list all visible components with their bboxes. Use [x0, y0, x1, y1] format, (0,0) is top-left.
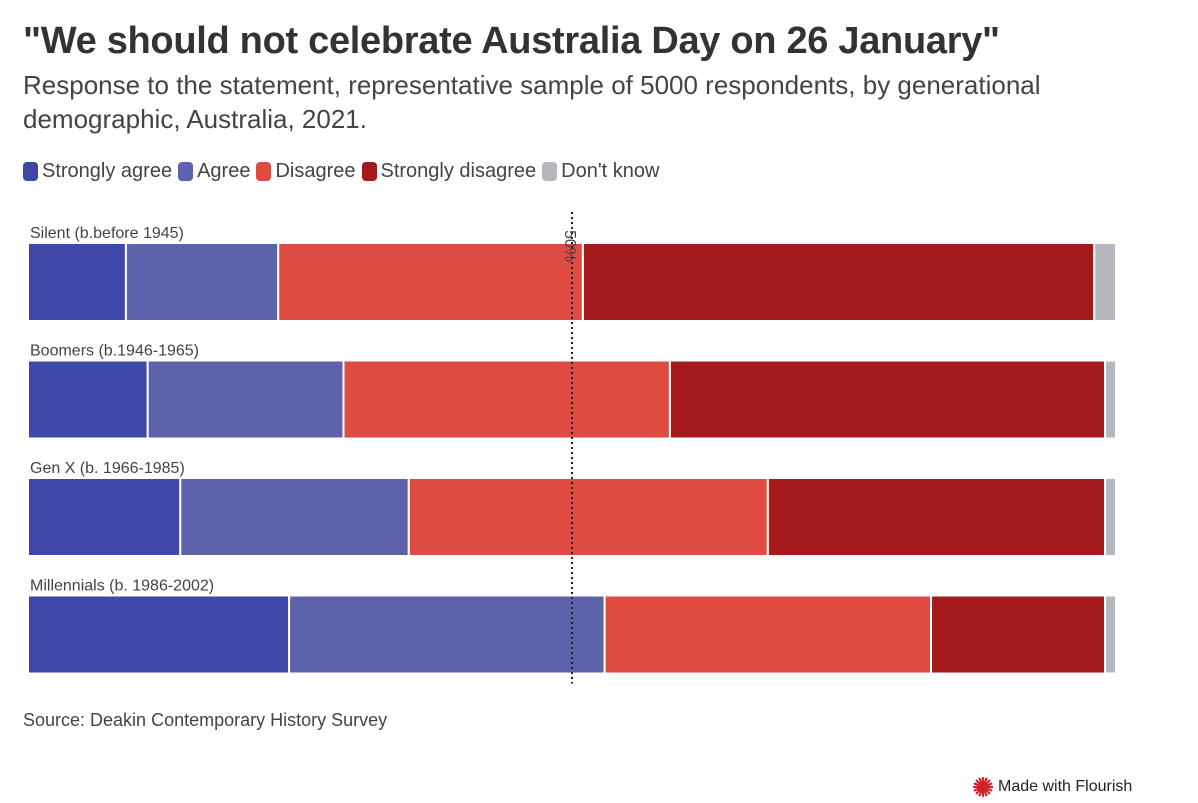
legend-swatch — [256, 162, 272, 181]
bar-segment-gen-x-b-1966-1985-strongly-disagree[interactable] — [766, 477, 1107, 557]
bar-segment-silent-b-before-1945-strongly-disagree[interactable] — [581, 242, 1096, 322]
bar-segment-silent-b-before-1945-agree[interactable] — [124, 242, 280, 322]
bar-segment-gen-x-b-1966-1985-disagree[interactable] — [407, 477, 769, 557]
legend-item-agree[interactable]: Agree — [178, 160, 250, 183]
stacked-bar-chart: Silent (b.before 1945) Boomers (b.1946-19… — [27, 212, 1117, 684]
bar-segment-boomers-b-1946-1965-strongly-agree[interactable] — [27, 359, 149, 440]
bar-segment-millennials-b-1986-2002-don-t-know[interactable] — [1104, 594, 1117, 675]
legend-label: Disagree — [275, 160, 356, 182]
bar-segment-boomers-b-1946-1965-strongly-disagree[interactable] — [668, 359, 1107, 440]
legend-label: Don't know — [561, 160, 660, 182]
legend-item-strongly-agree[interactable]: Strongly agree — [23, 160, 172, 183]
legend-swatch — [542, 162, 558, 181]
source-note: Source: Deakin Contemporary History Surv… — [23, 710, 388, 730]
bar-segment-silent-b-before-1945-strongly-agree[interactable] — [27, 242, 127, 322]
legend-item-strongly-disagree[interactable]: Strongly disagree — [361, 160, 537, 183]
legend-label: Agree — [197, 160, 251, 182]
bar-segment-gen-x-b-1966-1985-agree[interactable] — [179, 477, 410, 557]
bar-segment-millennials-b-1986-2002-disagree[interactable] — [603, 594, 933, 675]
legend-item-don-t-know[interactable]: Don't know — [542, 160, 659, 183]
chart-subtitle: Response to the statement, representativ… — [23, 70, 1041, 134]
bar-segment-silent-b-before-1945-don-t-know[interactable] — [1093, 242, 1117, 322]
legend-swatch — [178, 162, 194, 181]
bar-segment-millennials-b-1986-2002-strongly-agree[interactable] — [27, 594, 291, 675]
category-label-gen-x-b-1966-1985: Gen X (b. 1966-1985) — [30, 460, 185, 477]
flourish-credit[interactable]: Made with Flourish — [972, 776, 1132, 798]
category-label-millennials-b-1986-2002: Millennials (b. 1986-2002) — [30, 578, 214, 595]
legend-item-disagree[interactable]: Disagree — [256, 160, 356, 183]
legend-swatch — [23, 162, 38, 181]
bar-segment-boomers-b-1946-1965-don-t-know[interactable] — [1104, 359, 1117, 440]
bar-segment-boomers-b-1946-1965-agree[interactable] — [146, 359, 345, 440]
bar-segment-millennials-b-1986-2002-agree[interactable] — [288, 594, 606, 675]
flourish-star-icon — [972, 776, 994, 798]
bar-segment-gen-x-b-1966-1985-don-t-know[interactable] — [1104, 477, 1117, 557]
category-label-silent-b-before-1945: Silent (b.before 1945) — [30, 225, 184, 242]
legend-label: Strongly agree — [42, 160, 173, 182]
category-label-boomers-b-1946-1965: Boomers (b.1946-1965) — [30, 343, 199, 360]
bar-segment-boomers-b-1946-1965-disagree[interactable] — [342, 359, 671, 440]
bar-segment-silent-b-before-1945-disagree[interactable] — [277, 242, 584, 322]
legend-swatch — [361, 162, 377, 181]
flourish-credit-label: Made with Flourish — [998, 778, 1133, 795]
bar-segment-millennials-b-1986-2002-strongly-disagree[interactable] — [930, 594, 1107, 675]
bar-segment-gen-x-b-1966-1985-strongly-agree[interactable] — [27, 477, 182, 557]
reference-line-label: 50% — [561, 230, 578, 262]
legend-label: Strongly disagree — [380, 160, 537, 182]
chart-title: "We should not celebrate Australia Day o… — [23, 20, 1000, 62]
legend: Strongly agree Agree Disagree Strongly disa… — [23, 160, 665, 183]
